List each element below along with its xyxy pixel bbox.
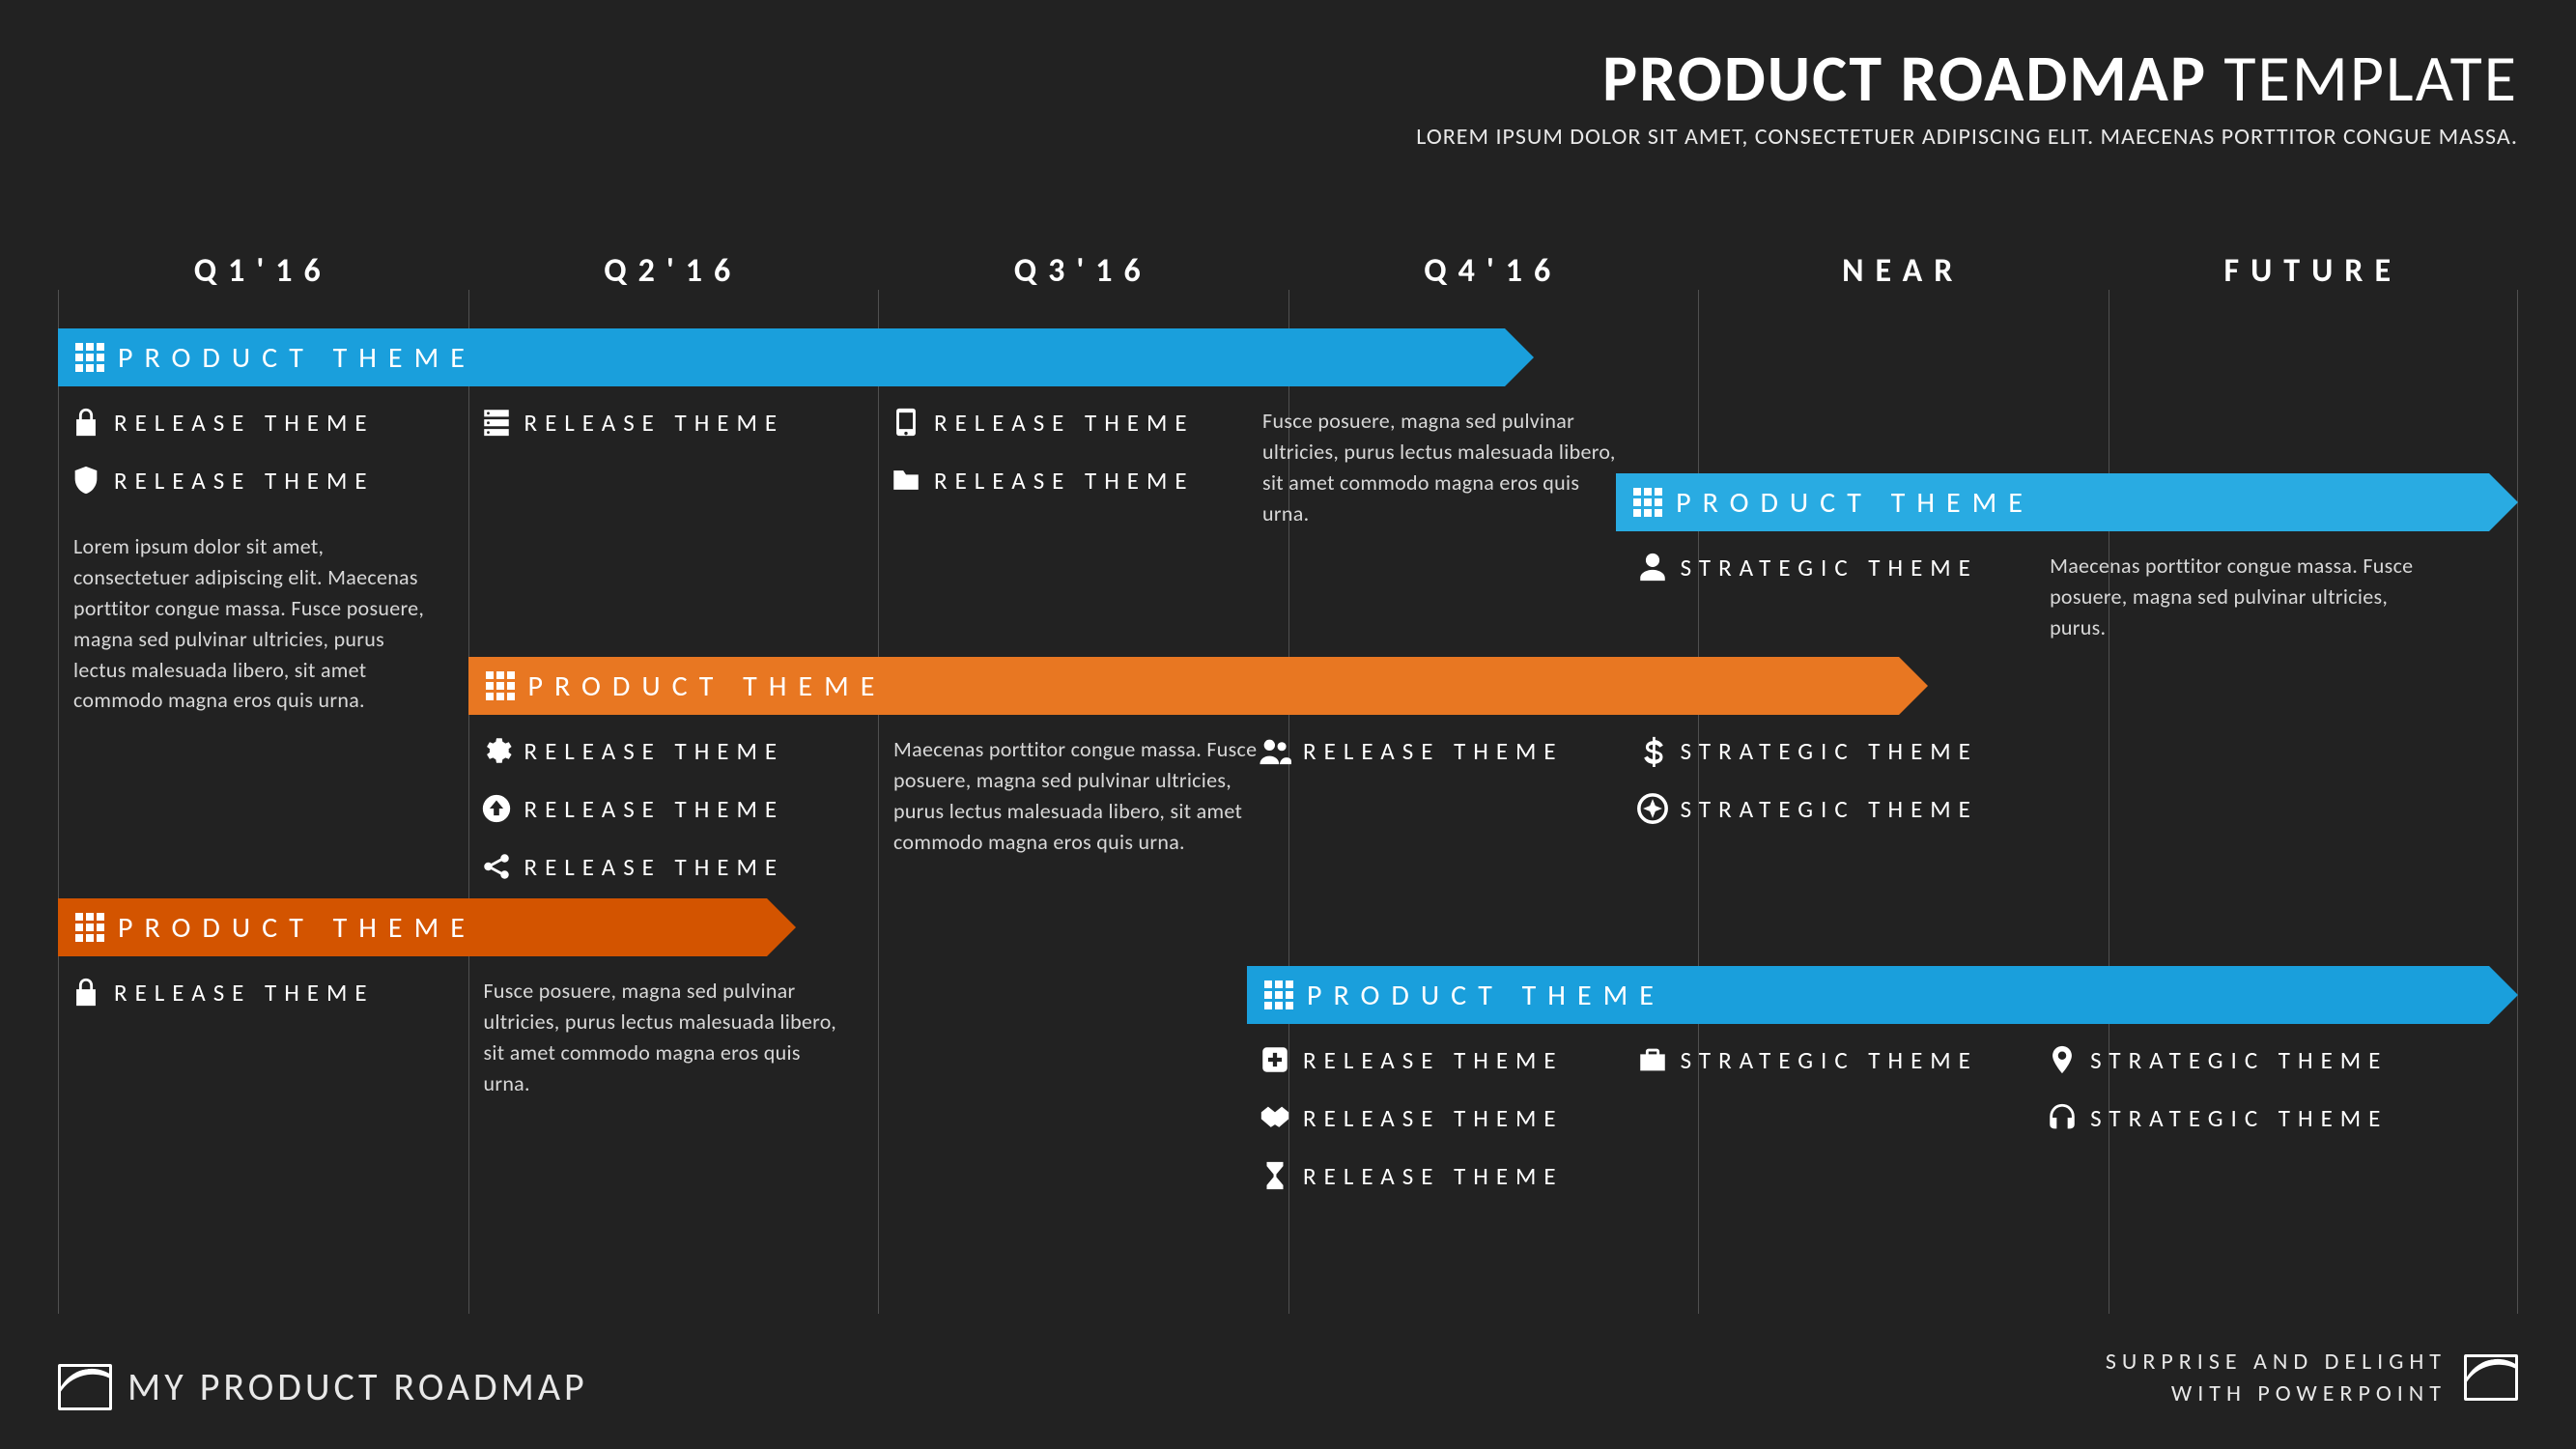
theme-label: PRODUCT THEME [528,668,887,704]
phone-icon [890,406,922,439]
theme-item: STRATEGIC THEME [1636,792,1978,825]
period-row: Q1'16Q2'16Q3'16Q4'16NEARFUTURE [58,251,2518,291]
lock-icon [70,406,102,439]
theme-label: PRODUCT THEME [118,340,476,376]
footer-left: MY PRODUCT ROADMAP [58,1363,588,1410]
theme-item: STRATEGIC THEME [1636,1043,1978,1076]
theme-item-label: RELEASE THEME [524,794,785,824]
period-label: Q1'16 [58,251,468,291]
theme-item-label: RELEASE THEME [1303,1161,1564,1191]
period-label: Q3'16 [878,251,1288,291]
arrowup-icon [480,792,513,825]
logo-icon [58,1364,112,1410]
header: PRODUCT ROADMAP TEMPLATE LOREM IPSUM DOL… [1416,39,2518,151]
page-title: PRODUCT ROADMAP TEMPLATE [1416,39,2518,119]
description-text: Maecenas porttitor congue massa. Fusce p… [893,734,1260,858]
product-theme-bar: PRODUCT THEME [58,328,1505,386]
product-theme-bar: PRODUCT THEME [1247,966,2489,1024]
theme-label: PRODUCT THEME [1307,978,1665,1013]
footer-left-text: MY PRODUCT ROADMAP [127,1363,588,1410]
theme-item-label: RELEASE THEME [114,978,375,1008]
theme-item: STRATEGIC THEME [2046,1101,2388,1134]
theme-item-label: RELEASE THEME [524,852,785,882]
compass-icon [1636,792,1669,825]
plus-icon [1259,1043,1291,1076]
theme-item-label: STRATEGIC THEME [2090,1045,2388,1075]
theme-item-label: RELEASE THEME [114,408,375,438]
users-icon [1259,734,1291,767]
handshake-icon [1259,1101,1291,1134]
period-label: NEAR [1698,251,2109,291]
footer: MY PRODUCT ROADMAP SURPRISE AND DELIGHT … [58,1346,2518,1410]
theme-item-label: STRATEGIC THEME [1681,736,1978,766]
description-text: Maecenas porttitor congue massa. Fusce p… [2050,551,2417,643]
gear-icon [480,734,513,767]
theme-item: RELEASE THEME [480,734,785,767]
lock-icon [70,976,102,1009]
share-icon [480,850,513,883]
theme-label: PRODUCT THEME [118,910,476,946]
theme-item: RELEASE THEME [890,406,1195,439]
period-label: FUTURE [2109,251,2519,291]
page-subtitle: LOREM IPSUM DOLOR SIT AMET, CONSECTETUER… [1416,123,2518,151]
theme-item: RELEASE THEME [1259,1043,1564,1076]
theme-item-label: STRATEGIC THEME [1681,553,1978,582]
theme-item-label: RELEASE THEME [1303,1103,1564,1133]
footer-right: SURPRISE AND DELIGHT WITH POWERPOINT [2106,1346,2518,1410]
title-bold: PRODUCT ROADMAP [1602,39,2207,119]
theme-item: RELEASE THEME [480,406,785,439]
footer-right-line1: SURPRISE AND DELIGHT [2106,1346,2447,1378]
product-theme-bar: PRODUCT THEME [58,898,767,956]
hourglass-icon [1259,1159,1291,1192]
theme-item: RELEASE THEME [1259,734,1564,767]
theme-item-label: RELEASE THEME [524,736,785,766]
product-theme-bar: PRODUCT THEME [1616,473,2489,531]
briefcase-icon [1636,1043,1669,1076]
headset-icon [2046,1101,2079,1134]
grid-icon [486,671,515,700]
server-icon [480,406,513,439]
description-text: Lorem ipsum dolor sit amet, consectetuer… [73,531,440,716]
product-theme-bar: PRODUCT THEME [468,657,1899,715]
theme-item-label: RELEASE THEME [1303,1045,1564,1075]
theme-item: RELEASE THEME [1259,1159,1564,1192]
theme-item: STRATEGIC THEME [1636,551,1978,583]
period-label: Q4'16 [1288,251,1699,291]
theme-item: STRATEGIC THEME [2046,1043,2388,1076]
folder-icon [890,464,922,497]
grid-icon [75,913,104,942]
theme-item-label: RELEASE THEME [524,408,785,438]
theme-item-label: RELEASE THEME [934,408,1195,438]
mappin-icon [2046,1043,2079,1076]
theme-item-label: STRATEGIC THEME [1681,1045,1978,1075]
logo-icon [2464,1354,2518,1401]
theme-item: RELEASE THEME [480,850,785,883]
theme-item-label: RELEASE THEME [114,466,375,496]
theme-item: RELEASE THEME [70,464,375,497]
footer-right-line2: WITH POWERPOINT [2106,1378,2447,1410]
period-label: Q2'16 [468,251,879,291]
footer-right-text: SURPRISE AND DELIGHT WITH POWERPOINT [2106,1346,2447,1410]
theme-label: PRODUCT THEME [1676,485,2034,521]
theme-item: RELEASE THEME [70,406,375,439]
theme-item: RELEASE THEME [480,792,785,825]
dollar-icon [1636,734,1669,767]
user-icon [1636,551,1669,583]
theme-item: RELEASE THEME [1259,1101,1564,1134]
grid-icon [75,343,104,372]
grid-icon [1264,980,1293,1009]
grid-icon [1633,488,1662,517]
theme-item: STRATEGIC THEME [1636,734,1978,767]
title-light: TEMPLATE [2207,39,2518,119]
theme-item: RELEASE THEME [70,976,375,1009]
theme-item-label: RELEASE THEME [1303,736,1564,766]
description-text: Fusce posuere, magna sed pulvinar ultric… [1262,406,1629,529]
theme-item-label: RELEASE THEME [934,466,1195,496]
theme-item-label: STRATEGIC THEME [2090,1103,2388,1133]
description-text: Fusce posuere, magna sed pulvinar ultric… [484,976,851,1099]
shield-icon [70,464,102,497]
theme-item: RELEASE THEME [890,464,1195,497]
theme-item-label: STRATEGIC THEME [1681,794,1978,824]
